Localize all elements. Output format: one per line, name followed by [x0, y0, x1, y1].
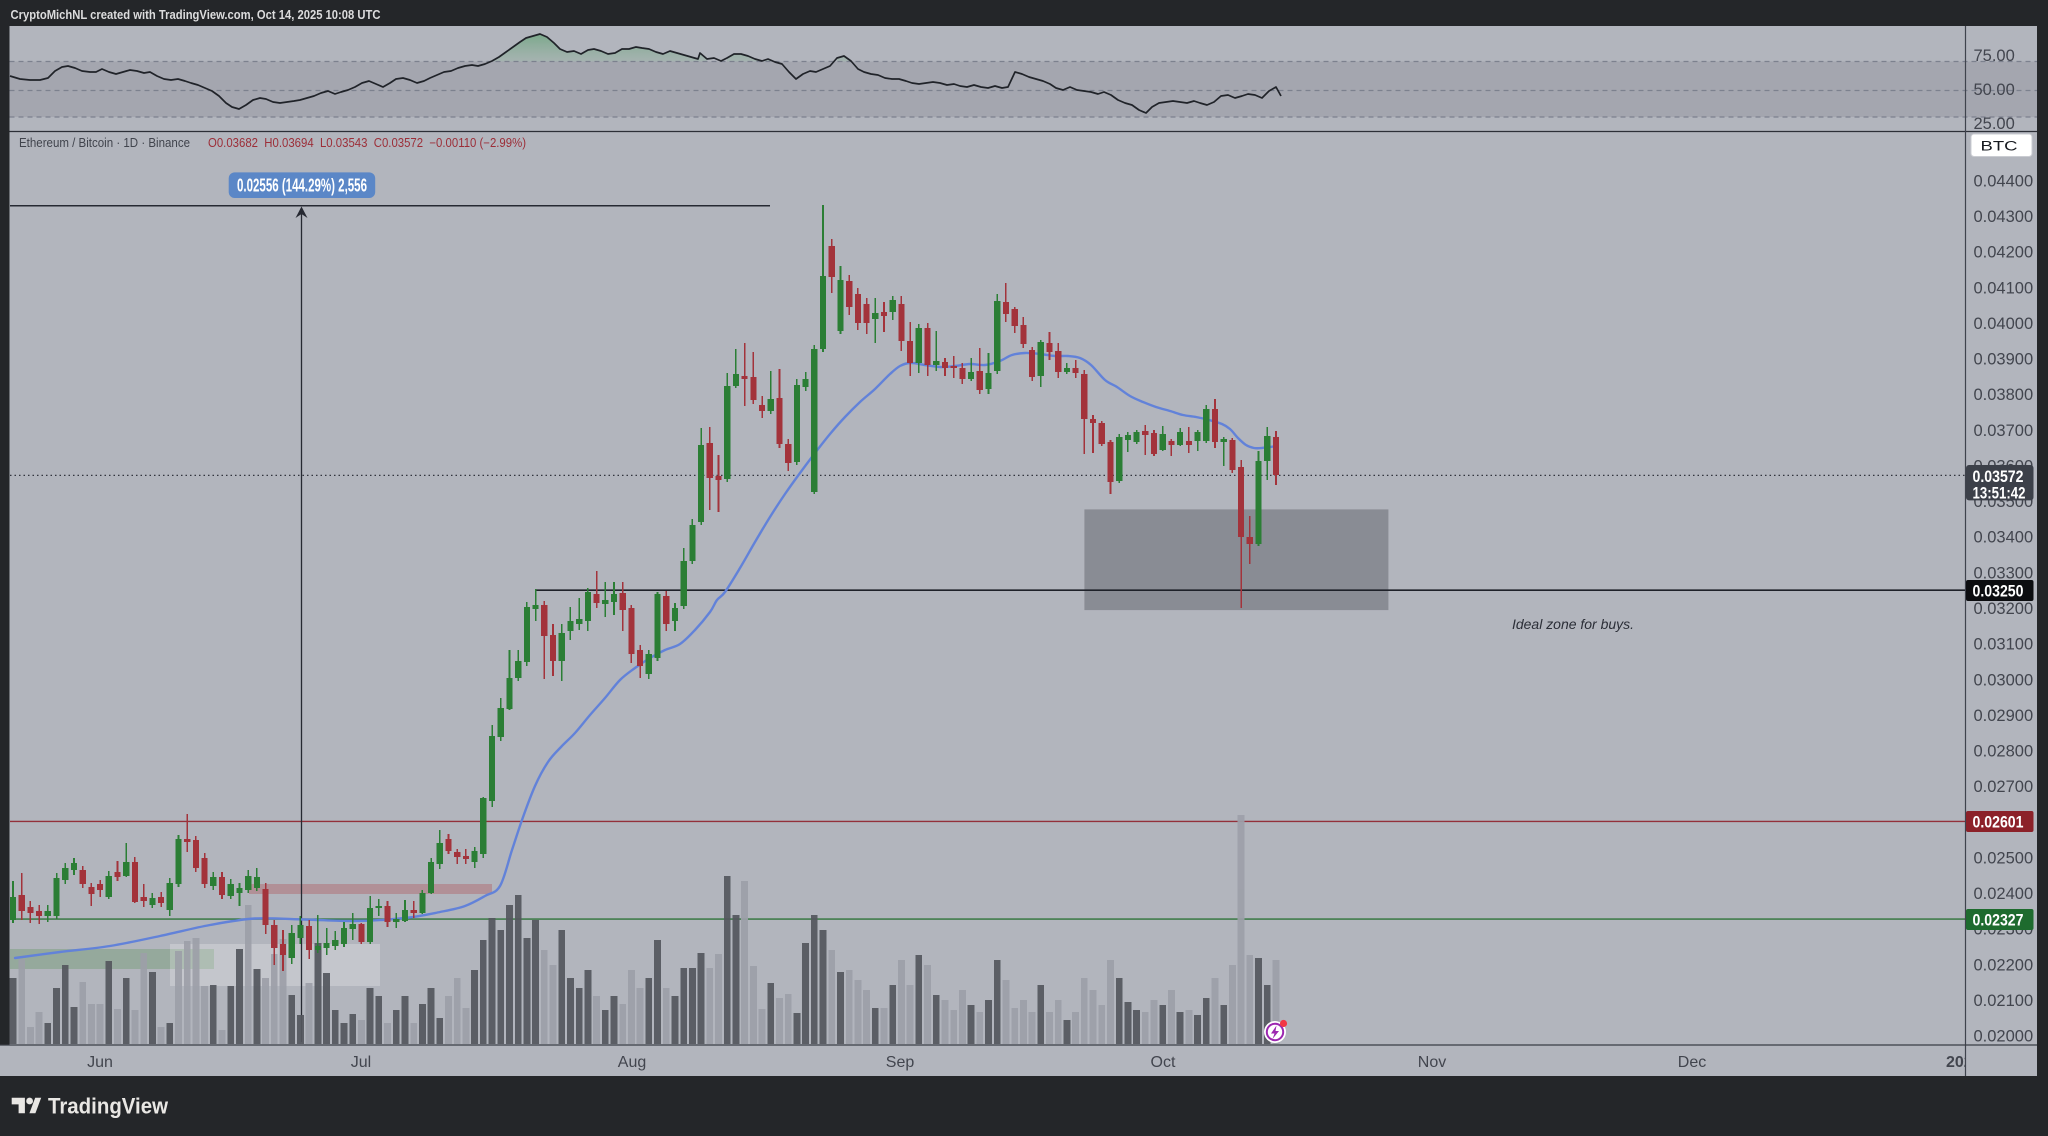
svg-text:TradingView: TradingView — [48, 1094, 169, 1119]
svg-text:13:51:42: 13:51:42 — [1973, 485, 2026, 503]
svg-text:0.03100: 0.03100 — [1974, 636, 2034, 654]
svg-text:0.02000: 0.02000 — [1974, 1028, 2034, 1046]
svg-text:0.02327: 0.02327 — [1973, 912, 2024, 930]
svg-text:0.02200: 0.02200 — [1974, 956, 2034, 974]
svg-text:0.03700: 0.03700 — [1974, 422, 2034, 440]
svg-text:0.02800: 0.02800 — [1974, 743, 2034, 761]
svg-text:0.02900: 0.02900 — [1974, 707, 2034, 725]
svg-text:Oct: Oct — [1151, 1054, 1176, 1071]
svg-text:BTC: BTC — [1981, 139, 2018, 154]
svg-text:0.03400: 0.03400 — [1974, 529, 2034, 547]
svg-text:0.02500: 0.02500 — [1974, 849, 2034, 867]
svg-text:0.03200: 0.03200 — [1974, 600, 2034, 618]
svg-text:0.03800: 0.03800 — [1974, 386, 2034, 404]
svg-text:Jul: Jul — [351, 1054, 371, 1071]
svg-text:0.02601: 0.02601 — [1973, 814, 2024, 832]
svg-text:Ideal zone for buys.: Ideal zone for buys. — [1512, 616, 1634, 632]
svg-text:0.03900: 0.03900 — [1974, 351, 2034, 369]
svg-text:0.03300: 0.03300 — [1974, 564, 2034, 582]
svg-text:Sep: Sep — [886, 1054, 915, 1071]
svg-text:O0.03682 H0.03694 L0.03543: O0.03682 H0.03694 L0.03543 C0.03572 −0.0… — [208, 136, 526, 150]
svg-text:0.04300: 0.04300 — [1974, 208, 2034, 226]
svg-text:Aug: Aug — [618, 1054, 646, 1071]
svg-text:0.02556 (144.29%) 2,556: 0.02556 (144.29%) 2,556 — [237, 176, 367, 196]
svg-text:0.02400: 0.02400 — [1974, 885, 2034, 903]
svg-text:0.04200: 0.04200 — [1974, 244, 2034, 262]
svg-text:2026: 2026 — [1946, 1054, 1982, 1071]
svg-text:0.03250: 0.03250 — [1973, 583, 2024, 601]
svg-text:0.02100: 0.02100 — [1974, 992, 2034, 1010]
svg-text:50.00: 50.00 — [1974, 81, 2015, 99]
svg-text:Nov: Nov — [1418, 1054, 1446, 1071]
svg-text:Jun: Jun — [87, 1054, 113, 1071]
svg-text:75.00: 75.00 — [1974, 47, 2015, 65]
svg-text:0.04400: 0.04400 — [1974, 172, 2034, 190]
svg-text:0.03000: 0.03000 — [1974, 671, 2034, 689]
svg-text:Ethereum / Bitcoin · 1D · Bina: Ethereum / Bitcoin · 1D · Binance — [19, 136, 190, 150]
svg-text:CryptoMichNL created with Trad: CryptoMichNL created with TradingView.co… — [11, 7, 382, 22]
svg-text:0.04000: 0.04000 — [1974, 315, 2034, 333]
svg-text:0.04100: 0.04100 — [1974, 279, 2034, 297]
svg-text:25.00: 25.00 — [1974, 115, 2015, 133]
svg-text:0.02700: 0.02700 — [1974, 778, 2034, 796]
svg-text:Dec: Dec — [1678, 1054, 1706, 1071]
svg-text:0.03572: 0.03572 — [1973, 468, 2024, 486]
